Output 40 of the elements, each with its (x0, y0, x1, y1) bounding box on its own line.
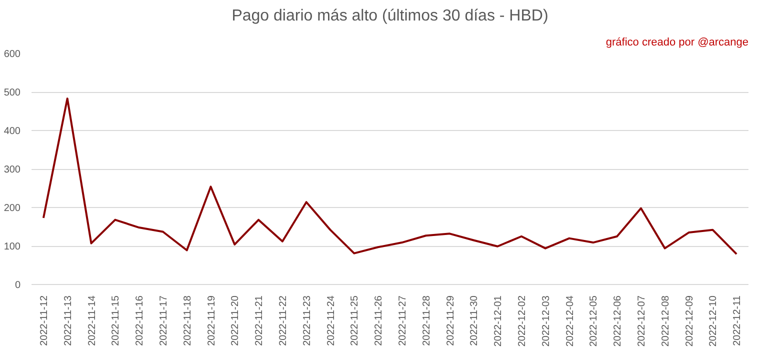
x-tick-label: 2022-11-12 (38, 295, 50, 346)
x-tick-label: 2022-12-06 (612, 295, 624, 347)
x-tick-label: 2022-11-15 (110, 295, 122, 346)
y-tick-label: 100 (4, 242, 21, 252)
x-tick-label: 2022-11-26 (374, 295, 385, 346)
x-tick-label: 2022-11-21 (254, 295, 266, 346)
x-tick-label: 2022-12-02 (516, 295, 528, 347)
x-tick-label: 2022-11-24 (326, 295, 337, 346)
x-tick-label: 2022-11-29 (445, 295, 456, 346)
x-tick-label: 2022-11-19 (206, 295, 218, 346)
x-tick-label: 2022-12-11 (732, 295, 744, 346)
y-tick-label: 0 (14, 280, 21, 291)
x-tick-label: 2022-11-13 (62, 295, 74, 346)
x-tick-label: 2022-11-30 (469, 295, 480, 346)
y-tick-label: 500 (4, 88, 21, 98)
x-tick-label: 2022-11-14 (86, 295, 98, 346)
x-tick-label: 2022-11-16 (134, 295, 146, 346)
x-tick-label: 2022-12-05 (588, 295, 600, 347)
x-tick-label: 2022-12-03 (540, 295, 552, 347)
x-tick-label: 2022-11-23 (302, 295, 313, 346)
x-tick-label: 2022-11-27 (397, 295, 408, 346)
x-tick-label: 2022-11-28 (421, 295, 432, 346)
x-tick-label: 2022-12-10 (708, 295, 720, 347)
text: gráfico creado por @arcange (606, 36, 749, 48)
x-tick-label: 2022-12-01 (493, 295, 504, 347)
x-tick-label: 2022-11-18 (182, 295, 194, 346)
y-tick-label: 300 (4, 164, 21, 176)
x-tick-label: 2022-12-04 (564, 295, 576, 347)
x-tick-label: 2022-12-08 (660, 295, 672, 347)
line-series (42, 98, 738, 256)
x-tick-label: 2022-11-25 (350, 295, 361, 346)
x-tick-label: 2022-11-22 (278, 295, 289, 346)
x-tick-label: 2022-11-20 (230, 295, 242, 346)
y-tick-label: 600 (4, 49, 21, 60)
chart-title: Pago diario más alto (últimos 30 días - HBD) (232, 8, 548, 24)
x-tick-label: 2022-11-17 (158, 295, 170, 346)
x-tick-label: 2022-12-09 (684, 295, 696, 347)
x-tick-label: 2022-12-07 (636, 295, 648, 347)
y-tick-label: 400 (4, 126, 21, 137)
y-tick-label: 200 (4, 203, 21, 214)
